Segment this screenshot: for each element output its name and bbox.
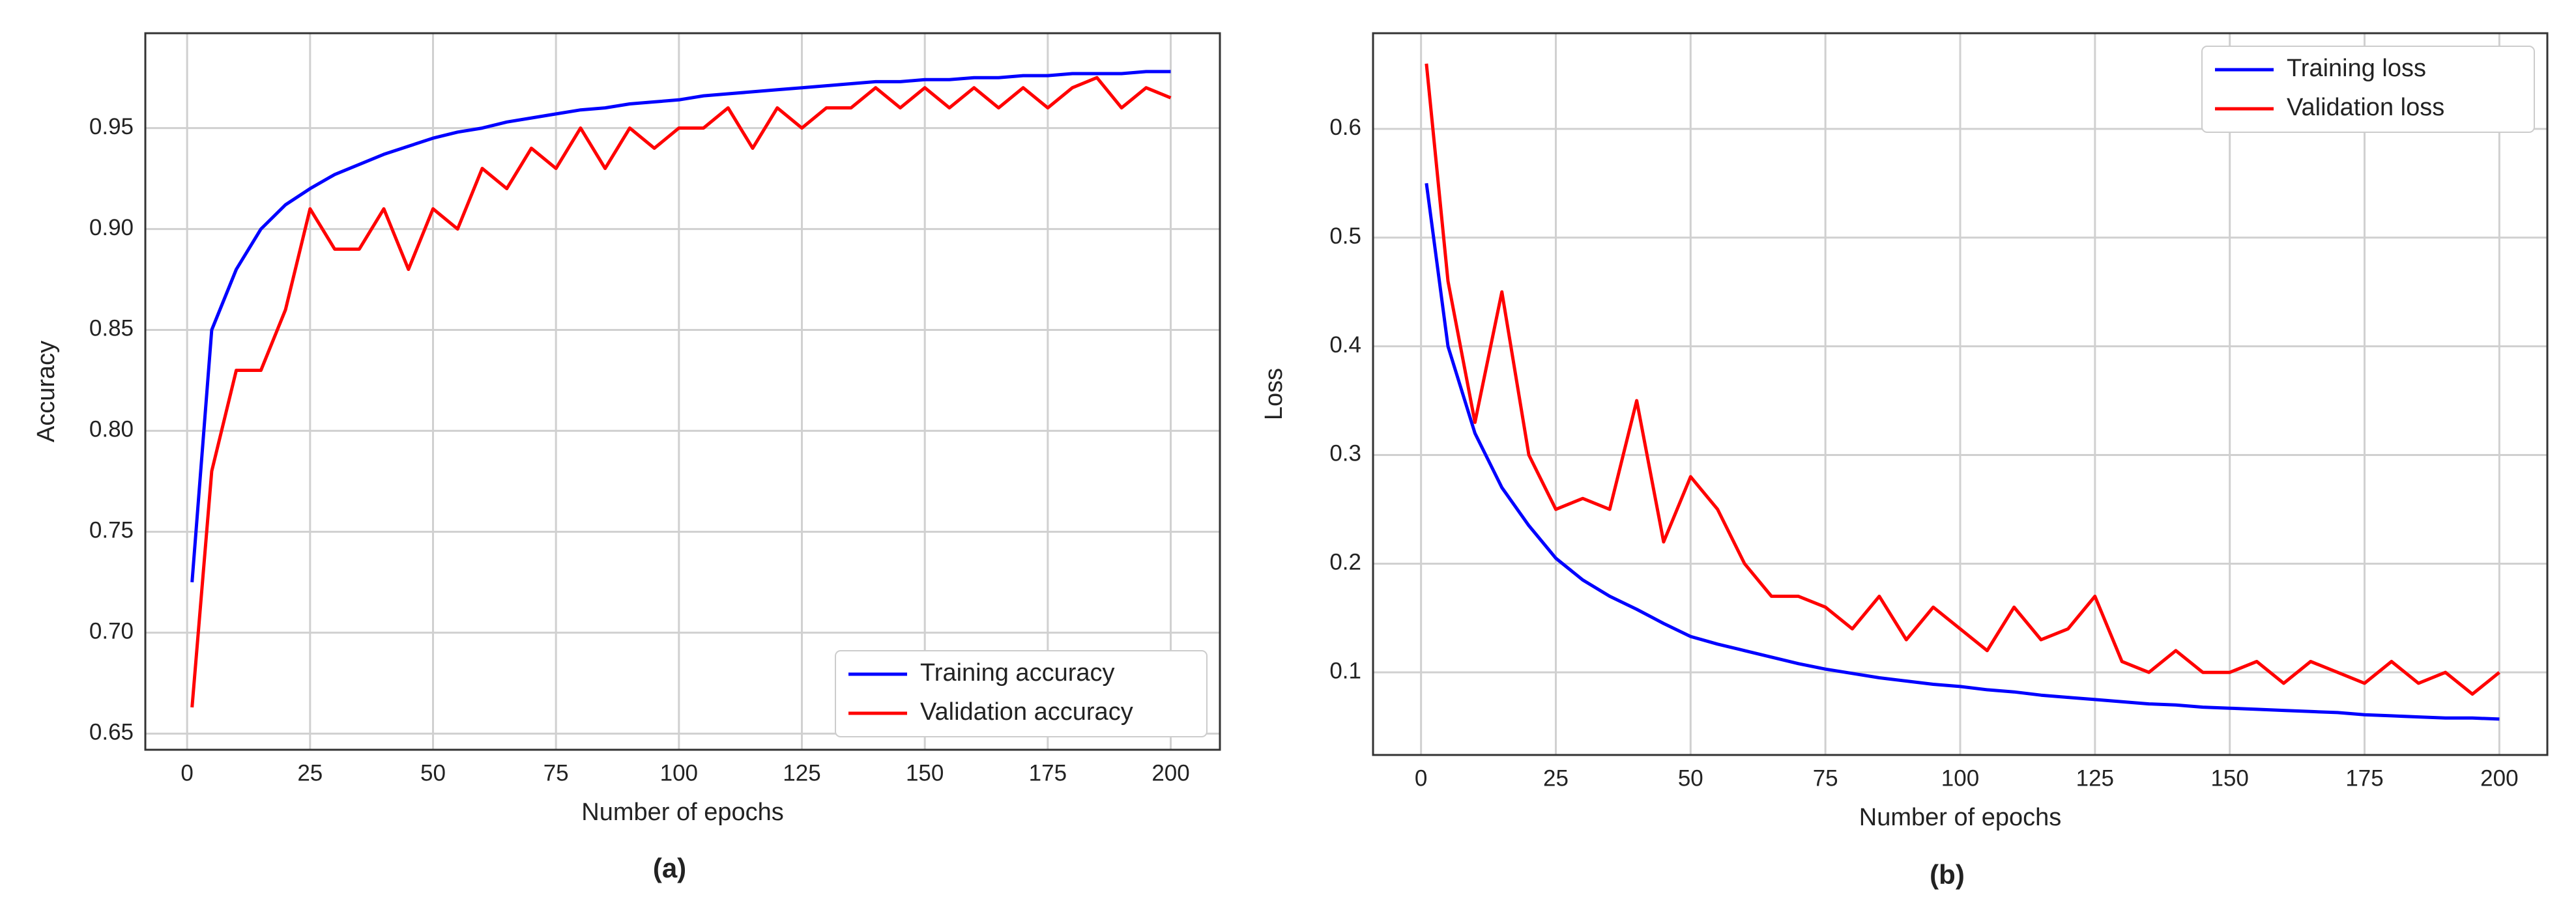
legend-label: Training accuracy — [920, 659, 1115, 687]
y-tick-label: 0.1 — [1329, 658, 1361, 683]
y-tick-label: 0.6 — [1329, 115, 1361, 140]
x-tick-label: 175 — [1029, 760, 1067, 786]
x-tick-label: 75 — [543, 760, 569, 786]
series-line — [1425, 182, 2500, 721]
y-axis-label: Accuracy — [33, 341, 60, 442]
legend-label: Training loss — [2287, 55, 2426, 82]
x-tick-label: 0 — [181, 760, 193, 786]
x-tick-label: 0 — [1415, 765, 1427, 791]
x-tick-label: 125 — [2076, 765, 2114, 791]
y-tick-label: 0.85 — [89, 316, 134, 341]
x-tick-label: 100 — [1941, 765, 1979, 791]
x-tick-label: 25 — [1543, 765, 1569, 791]
x-tick-label: 50 — [1678, 765, 1703, 791]
x-tick-label: 25 — [297, 760, 323, 786]
y-axis-label: Loss — [1260, 368, 1288, 420]
x-tick-label: 125 — [783, 760, 820, 786]
series-line — [190, 70, 1171, 582]
legend-box — [2201, 46, 2535, 133]
plot-area — [145, 33, 1220, 750]
y-tick-label: 0.3 — [1329, 441, 1361, 466]
y-tick-label: 0.2 — [1329, 550, 1361, 575]
x-tick-label: 150 — [2210, 765, 2248, 791]
y-tick-label: 0.65 — [89, 719, 134, 745]
caption: (b) — [1930, 859, 1965, 890]
axes-frame — [1372, 32, 2549, 756]
y-tick-label: 0.5 — [1329, 223, 1361, 249]
y-tick-label: 0.70 — [89, 619, 134, 644]
x-axis-label: Number of epochs — [1859, 804, 2062, 831]
series-line — [1425, 63, 2500, 696]
y-tick-label: 0.75 — [89, 518, 134, 543]
x-tick-label: 200 — [2480, 765, 2518, 791]
legend-label: Validation loss — [2287, 94, 2444, 121]
y-tick-label: 0.90 — [89, 215, 134, 240]
x-tick-label: 100 — [660, 760, 698, 786]
y-tick-label: 0.4 — [1329, 332, 1361, 358]
series-line — [190, 76, 1172, 708]
legend-box — [835, 650, 1208, 737]
x-axis-label: Number of epochs — [581, 799, 784, 826]
axes-frame — [144, 32, 1221, 751]
caption: (a) — [653, 853, 686, 883]
x-tick-label: 200 — [1151, 760, 1189, 786]
x-tick-label: 50 — [420, 760, 446, 786]
y-tick-label: 0.95 — [89, 114, 134, 139]
x-tick-label: 75 — [1813, 765, 1838, 791]
legend-label: Validation accuracy — [920, 698, 1133, 726]
x-tick-label: 150 — [906, 760, 944, 786]
x-tick-label: 175 — [2345, 765, 2383, 791]
y-tick-label: 0.80 — [89, 417, 134, 442]
